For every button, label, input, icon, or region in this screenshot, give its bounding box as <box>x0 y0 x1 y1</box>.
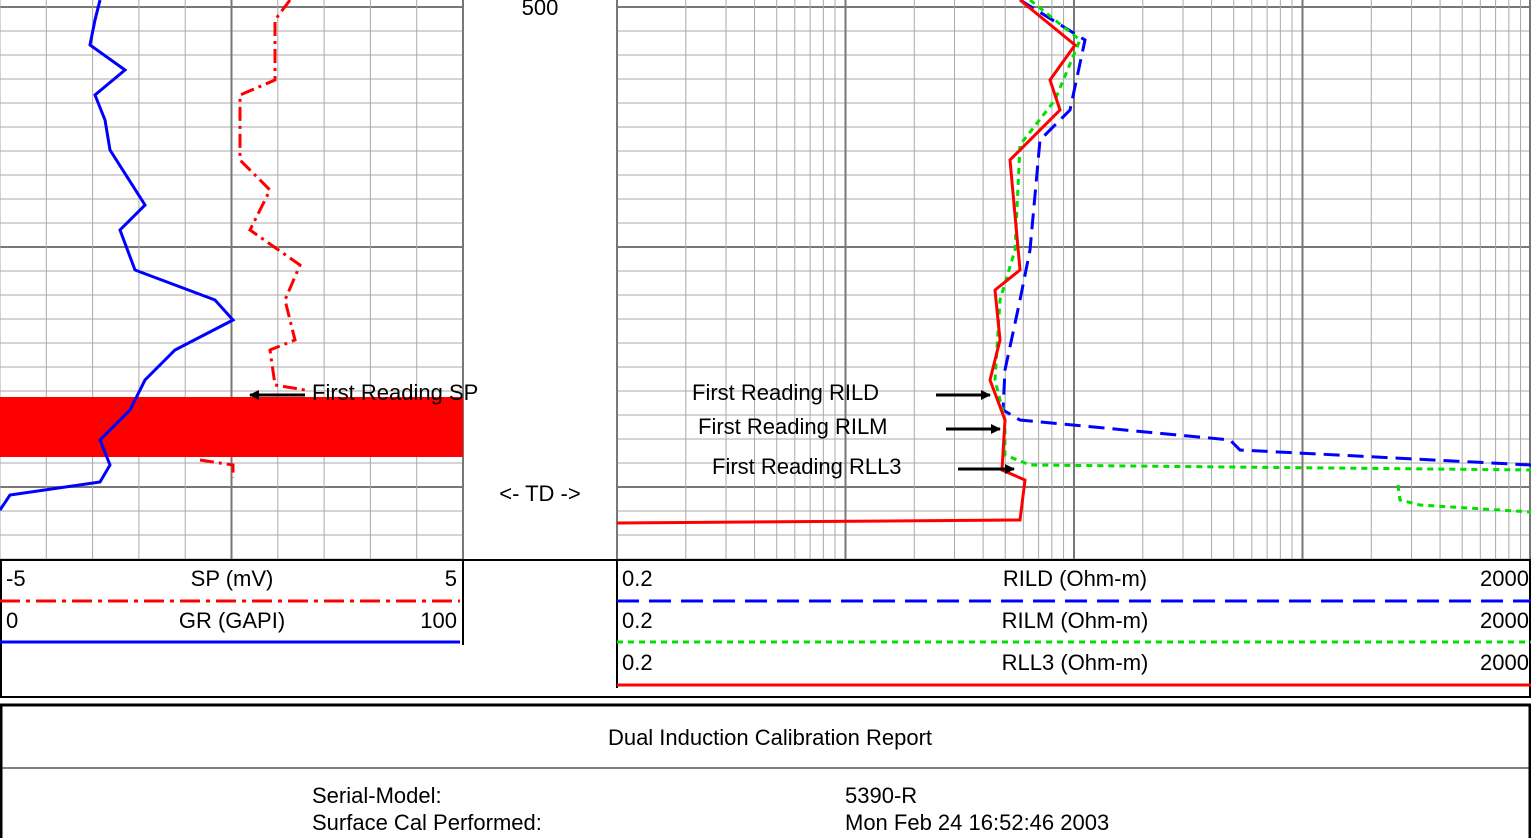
legend-max: 5 <box>445 566 457 591</box>
sp-band-edge <box>0 399 463 456</box>
header-box <box>0 559 1531 698</box>
legend-min: 0.2 <box>622 566 653 591</box>
annotation: First Reading RILD <box>692 380 879 405</box>
legend-name: GR (GAPI) <box>179 608 285 633</box>
legend-max: 2000 <box>1480 566 1529 591</box>
grid <box>0 0 1531 560</box>
legend-name: SP (mV) <box>191 566 274 591</box>
legend-name: RILM (Ohm-m) <box>1002 608 1149 633</box>
legend-min: 0.2 <box>622 608 653 633</box>
td-label: <- TD -> <box>499 481 581 506</box>
legend-min: -5 <box>6 566 26 591</box>
legend-max: 2000 <box>1480 650 1529 675</box>
gr-curve <box>0 0 236 511</box>
report-label: Serial-Model: <box>312 783 442 808</box>
legend-min: 0.2 <box>622 650 653 675</box>
legend-name: RLL3 (Ohm-m) <box>1002 650 1149 675</box>
report-value: Mon Feb 24 16:52:46 2003 <box>845 810 1109 835</box>
depth-label: 500 <box>522 0 559 20</box>
legends: -5 SP (mV) 5 0 GR (GAPI) 100 0.2 RILD (Ohm-m) 20… <box>6 566 1529 675</box>
sp-curve <box>199 0 306 478</box>
sp-band <box>0 397 463 457</box>
report-title: Dual Induction Calibration Report <box>608 725 932 750</box>
annotation: First Reading SP <box>312 380 478 405</box>
legend-min: 0 <box>6 608 18 633</box>
rild-curve <box>1001 0 1531 467</box>
report-box <box>0 703 1531 838</box>
legend-max: 2000 <box>1480 608 1529 633</box>
report-label: Surface Cal Performed: <box>312 810 542 835</box>
annotation: First Reading RILM <box>698 414 888 439</box>
rilm-curve <box>993 0 1531 514</box>
report-value: 5390-R <box>845 783 917 808</box>
legend-name: RILD (Ohm-m) <box>1003 566 1147 591</box>
annotation: First Reading RLL3 <box>712 454 902 479</box>
rll3-curve <box>616 0 1078 525</box>
legend-max: 100 <box>420 608 457 633</box>
